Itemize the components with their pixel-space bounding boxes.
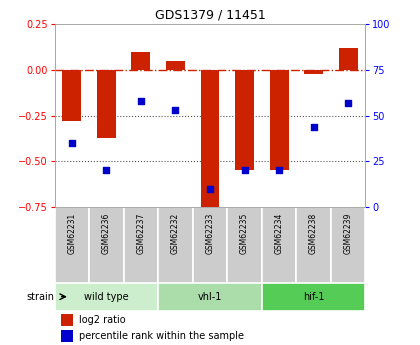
Title: GDS1379 / 11451: GDS1379 / 11451 — [155, 9, 265, 22]
Text: GSM62235: GSM62235 — [240, 213, 249, 255]
Point — [103, 168, 110, 173]
Bar — [270, 70, 289, 170]
Bar — [158, 207, 193, 283]
Point — [172, 107, 179, 113]
Bar — [131, 51, 150, 70]
Bar — [61, 330, 73, 342]
Text: log2 ratio: log2 ratio — [79, 315, 126, 325]
Text: vhl-1: vhl-1 — [198, 292, 222, 302]
Bar — [55, 207, 89, 283]
Bar — [262, 283, 365, 310]
Bar — [304, 70, 323, 73]
Text: GSM62238: GSM62238 — [309, 213, 318, 254]
Text: strain: strain — [26, 292, 55, 302]
Text: GSM62231: GSM62231 — [67, 213, 76, 254]
Text: GSM62233: GSM62233 — [205, 213, 215, 255]
Bar — [200, 70, 220, 216]
Bar — [158, 283, 262, 310]
Bar — [97, 70, 116, 138]
Bar — [227, 207, 262, 283]
Point — [138, 98, 144, 104]
Point — [276, 168, 282, 173]
Bar — [193, 207, 227, 283]
Text: hif-1: hif-1 — [303, 292, 324, 302]
Text: GSM62232: GSM62232 — [171, 213, 180, 254]
Bar — [123, 207, 158, 283]
Bar — [262, 207, 297, 283]
Text: GSM62234: GSM62234 — [275, 213, 284, 255]
Bar — [331, 207, 365, 283]
Text: GSM62237: GSM62237 — [136, 213, 145, 255]
Point — [241, 168, 248, 173]
Bar — [339, 48, 357, 70]
Bar — [61, 314, 73, 326]
Text: GSM62236: GSM62236 — [102, 213, 111, 255]
Point — [310, 124, 317, 129]
Bar — [63, 70, 81, 121]
Bar — [235, 70, 254, 170]
Bar — [89, 207, 123, 283]
Text: GSM62239: GSM62239 — [344, 213, 353, 255]
Bar — [166, 61, 185, 70]
Point — [345, 100, 352, 106]
Text: wild type: wild type — [84, 292, 129, 302]
Point — [68, 140, 75, 146]
Bar — [55, 283, 158, 310]
Bar — [297, 207, 331, 283]
Text: percentile rank within the sample: percentile rank within the sample — [79, 332, 244, 341]
Point — [207, 186, 213, 191]
